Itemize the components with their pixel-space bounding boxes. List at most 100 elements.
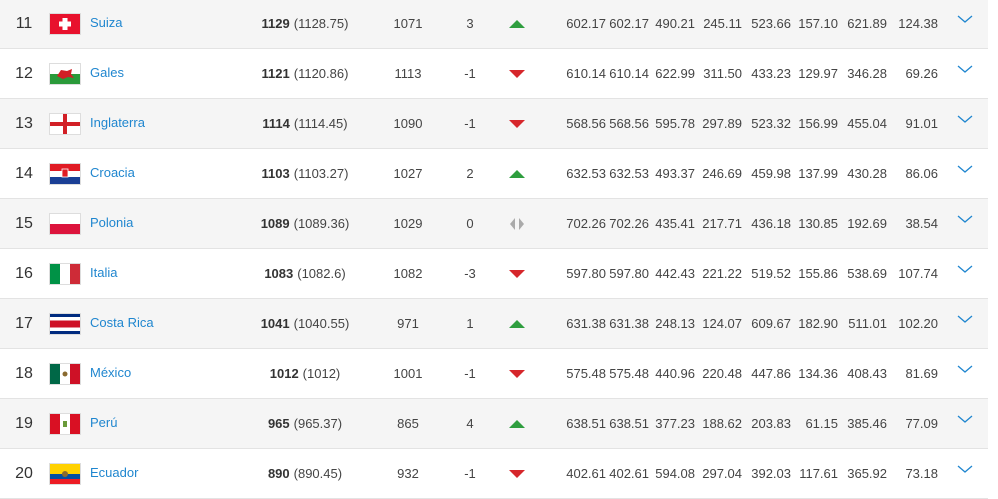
stat-value: 377.23 <box>655 416 695 431</box>
country-name[interactable]: Suiza <box>90 15 123 30</box>
stat-value: 575.48 <box>609 366 649 381</box>
points-rounded: 1114 <box>262 116 290 131</box>
trend-icon <box>509 170 525 178</box>
points-exact: (1114.45) <box>293 116 348 131</box>
expand-chevron[interactable] <box>957 364 973 374</box>
stat-value: 597.80 <box>566 266 606 281</box>
points-rounded: 890 <box>267 466 290 481</box>
stat-value: 192.69 <box>847 216 887 231</box>
country-name[interactable]: Ecuador <box>90 465 139 480</box>
country-name[interactable]: Croacia <box>90 165 135 180</box>
stat-value: 221.22 <box>702 266 742 281</box>
stat-value: 511.01 <box>848 316 887 331</box>
rank: 12 <box>15 65 33 82</box>
stat-value: 609.67 <box>751 316 791 331</box>
stat-value: 447.86 <box>751 366 791 381</box>
rank-change: -3 <box>464 266 476 281</box>
stat-value: 575.48 <box>566 366 606 381</box>
stat-value: 311.50 <box>703 66 742 81</box>
stat-value: 610.14 <box>566 66 606 81</box>
points: 1089 (1089.36) <box>220 199 390 248</box>
trend-icon <box>510 218 524 230</box>
stat-value: 157.10 <box>798 16 838 31</box>
rank-change: 2 <box>466 166 474 181</box>
rank-change: 1 <box>466 316 474 331</box>
table-row: 11 Suiza 1129 (1128.75) 1071 3 602.17 602.17 490… <box>0 0 988 49</box>
country-name[interactable]: México <box>90 365 132 380</box>
country-name[interactable]: Polonia <box>90 215 134 230</box>
flag <box>49 213 81 235</box>
rank: 18 <box>15 365 33 382</box>
expand-chevron[interactable] <box>957 214 973 224</box>
stat-value: 568.56 <box>609 116 649 131</box>
points: 1114 (1114.45) <box>220 99 390 148</box>
stat-value: 433.23 <box>751 66 791 81</box>
flag <box>49 363 81 385</box>
trend-icon <box>509 20 525 28</box>
flag <box>49 113 81 135</box>
table-row: 14 Croacia 1103 (1103.27) 1027 2 632.53 632.53 4… <box>0 149 988 199</box>
expand-chevron[interactable] <box>957 14 973 24</box>
country-name[interactable]: Gales <box>90 65 124 80</box>
table-row: 13 Inglaterra 1114 (1114.45) 1090 -1 568.56 568… <box>0 99 988 149</box>
points-exact: (1012) <box>302 366 341 381</box>
points-exact: (965.37) <box>293 416 343 431</box>
points-exact: (890.45) <box>293 466 343 481</box>
stat-value: 124.38 <box>898 16 938 31</box>
expand-chevron[interactable] <box>957 114 973 124</box>
flag <box>49 13 81 35</box>
stat-value: 602.17 <box>566 16 606 31</box>
stat-value: 81.69 <box>905 366 938 381</box>
stat-value: 702.26 <box>566 216 606 231</box>
previous-points: 865 <box>397 416 419 431</box>
points-rounded: 965 <box>267 416 290 431</box>
stat-value: 622.99 <box>655 66 695 81</box>
points: 965 (965.37) <box>220 399 390 448</box>
previous-points: 1029 <box>393 216 423 231</box>
points-rounded: 1041 <box>260 316 290 331</box>
stat-value: 621.89 <box>847 16 887 31</box>
expand-chevron[interactable] <box>957 314 973 324</box>
stat-value: 188.62 <box>702 416 742 431</box>
table-row: 15 Polonia 1089 (1089.36) 1029 0 702.26 702.26 4… <box>0 199 988 249</box>
trend-icon <box>509 320 525 328</box>
stat-value: 631.38 <box>566 316 606 331</box>
country-name[interactable]: Perú <box>90 415 118 430</box>
rank-change: 0 <box>466 216 474 231</box>
stat-value: 77.09 <box>905 416 938 431</box>
stat-value: 702.26 <box>609 216 649 231</box>
rank: 16 <box>15 265 33 282</box>
expand-chevron[interactable] <box>957 64 973 74</box>
rank-change: 4 <box>466 416 474 431</box>
stat-value: 638.51 <box>609 416 649 431</box>
rank: 13 <box>15 115 33 132</box>
country-name[interactable]: Costa Rica <box>90 315 154 330</box>
previous-points: 1071 <box>393 16 423 31</box>
previous-points: 1027 <box>393 166 423 181</box>
stat-value: 493.37 <box>655 166 695 181</box>
points-rounded: 1089 <box>260 216 290 231</box>
country-name[interactable]: Inglaterra <box>90 115 145 130</box>
stat-value: 107.74 <box>898 266 938 281</box>
stat-value: 346.28 <box>847 66 887 81</box>
stat-value: 632.53 <box>566 166 606 181</box>
points: 1103 (1103.27) <box>220 149 390 198</box>
points-rounded: 1012 <box>269 366 299 381</box>
expand-chevron[interactable] <box>957 164 973 174</box>
expand-chevron[interactable] <box>957 464 973 474</box>
points: 890 (890.45) <box>220 449 390 498</box>
stat-value: 436.18 <box>751 216 791 231</box>
stat-value: 595.78 <box>655 116 695 131</box>
table-row: 19 Perú 965 (965.37) 865 4 638.51 638.51 377.23 1… <box>0 399 988 449</box>
stat-value: 610.14 <box>609 66 649 81</box>
table-row: 12 Gales 1121 (1120.86) 1113 -1 610.14 610.14 62… <box>0 49 988 99</box>
stat-value: 203.83 <box>751 416 791 431</box>
points: 1129 (1128.75) <box>220 0 390 48</box>
stat-value: 523.66 <box>751 16 791 31</box>
rank: 17 <box>15 315 33 332</box>
country-name[interactable]: Italia <box>90 265 118 280</box>
expand-chevron[interactable] <box>957 414 973 424</box>
rank-change: -1 <box>464 366 476 381</box>
expand-chevron[interactable] <box>957 264 973 274</box>
